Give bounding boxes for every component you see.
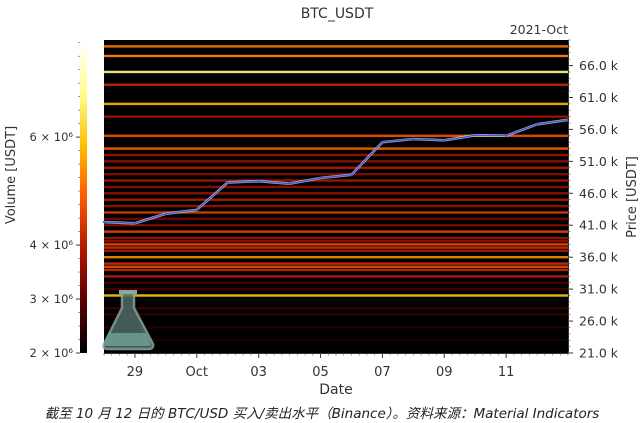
liquidity-band [104,179,568,182]
price-tick-label: 56.0 k [579,122,619,137]
x-axis: 29 Oct 03 05 07 09 11 [103,353,569,380]
x-tick-label: 07 [374,365,391,380]
chart: BTC_USDT 2021-Oct 2 × 10⁶ 3 × 10⁶ 4 × 10⁶ 6… [4,6,640,398]
liquidity-band [104,240,568,243]
x-tick-label: Oct [186,365,208,380]
liquidity-band [104,307,568,310]
price-point [257,179,260,183]
liquidity-band [104,45,568,48]
price-line [103,119,569,225]
liquidity-band [104,83,568,86]
price-point [133,222,137,225]
x-tick-label: 11 [498,365,515,380]
price-point [102,220,106,224]
x-axis-label: Date [319,382,352,398]
price-point [164,212,168,215]
price-tick-label: 51.0 k [579,154,619,169]
liquidity-band [104,166,568,169]
price-point [195,208,198,212]
liquidity-band [104,147,568,150]
price-tick-label: 46.0 k [579,186,619,201]
liquidity-band [104,198,568,201]
liquidity-band [104,70,568,74]
liquidity-band [104,243,568,246]
x-tick-label: 03 [250,365,267,380]
colorbar-ticks: 2 × 10⁶ 3 × 10⁶ 4 × 10⁶ 6 × 10⁶ [29,42,80,360]
liquidity-band [104,134,568,138]
liquidity-band [104,230,568,233]
liquidity-band [104,287,568,291]
colorbar-tick-label: 3 × 10⁶ [29,292,73,306]
liquidity-band [104,102,568,106]
liquidity-band [104,204,568,208]
price-series [102,118,570,225]
liquidity-band [104,185,568,189]
liquidity-band [104,236,568,240]
liquidity-band [104,115,568,118]
price-point [288,182,291,185]
liquidity-band [104,268,568,272]
colorbar-tick-label: 2 × 10⁶ [29,346,73,360]
liquidity-band [104,275,568,278]
price-tick-label: 66.0 k [579,58,619,73]
x-tick-label: 09 [436,365,453,380]
liquidity-band [104,313,568,316]
price-tick-label: 26.0 k [579,314,619,329]
liquidity-band [104,265,568,268]
figure-caption: 截至 10 月 12 日的 BTC/USD 买入/卖出水平（Binance）。资… [44,406,600,422]
price-tick-label: 61.0 k [579,90,619,105]
liquidity-band [104,255,568,259]
flask-icon [102,290,155,351]
price-point [474,133,477,137]
price-point [412,137,415,141]
liquidity-band [104,339,568,342]
liquidity-band [104,192,568,195]
colorbar-tick-label: 6 × 10⁶ [29,130,73,144]
price-axis: 21.0 k 26.0 k 31.0 k 36.0 k 41.0 k 46.0 k 51.0… [568,39,619,361]
price-tick-label: 41.0 k [579,218,619,233]
price-tick-label: 31.0 k [579,282,619,297]
liquidity-band [104,54,568,58]
chart-title: BTC_USDT [301,6,374,22]
liquidity-band [104,217,568,221]
liquidity-band [104,224,568,227]
liquidity-bands [104,45,568,342]
price-point [535,123,539,126]
liquidity-band [104,153,568,157]
price-point [319,176,322,180]
liquidity-band [104,294,568,297]
price-point [381,141,384,144]
period-label: 2021-Oct [510,22,568,37]
price-point [443,139,446,142]
y-axis-label-right: Price [USDT] [625,156,640,238]
y-axis-label-left: Volume [USDT] [4,126,19,224]
price-point [350,173,353,176]
price-point [504,134,508,138]
liquidity-band [104,211,568,214]
liquidity-band [104,326,568,329]
liquidity-band [104,246,568,249]
liquidity-band [104,281,568,284]
x-tick-label: 05 [312,365,329,380]
price-point [226,181,229,184]
price-tick-label: 21.0 k [579,346,619,361]
price-tick-label: 36.0 k [579,250,619,265]
volume-colorbar [80,40,87,353]
heatmap-area [104,40,568,353]
liquidity-band [104,160,568,163]
liquidity-band [104,172,568,176]
x-tick-label: 29 [127,365,144,380]
liquidity-band [104,249,568,252]
liquidity-band [104,262,568,265]
colorbar-tick-label: 4 × 10⁶ [29,238,73,252]
